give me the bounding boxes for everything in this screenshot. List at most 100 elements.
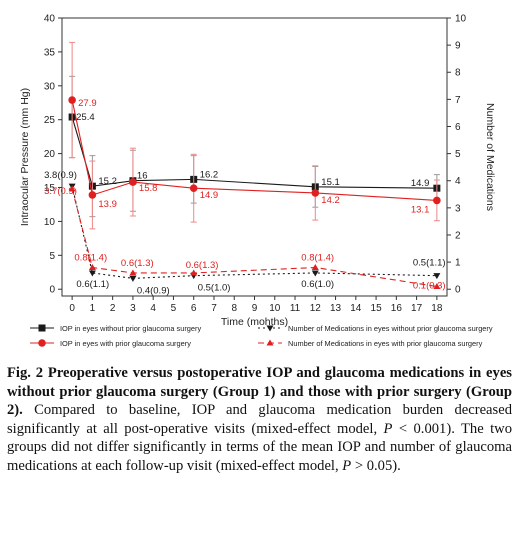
data-label: 14.2 <box>321 195 340 206</box>
y-left-tick-label: 30 <box>44 81 56 92</box>
x-tick-label: 15 <box>371 303 383 314</box>
chart: 0 1 2 3 4 5 6 7 8 9 10 11 12 13 14 15 16 17 18051015202530… <box>19 14 496 349</box>
data-point-triangle-up <box>433 283 441 290</box>
data-point-triangle-down <box>88 270 96 277</box>
data-point-triangle-up <box>266 339 274 346</box>
data-label: 15.2 <box>98 176 117 187</box>
x-tick-label: 3 <box>130 303 136 314</box>
data-label: 3.7(0.9) <box>44 186 77 197</box>
y-left-tick-label: 20 <box>44 149 56 160</box>
x-tick-label: 2 <box>110 303 116 314</box>
y-left-tick-label: 40 <box>44 14 56 25</box>
data-point-circle <box>68 96 76 104</box>
y-right-tick-label: 0 <box>455 285 461 296</box>
x-tick-label: 12 <box>310 303 322 314</box>
x-tick-label: 14 <box>350 303 362 314</box>
caption-text-1: Compared to baseline, IOP and glaucoma m… <box>7 402 512 437</box>
x-tick-label: 4 <box>150 303 156 314</box>
data-label: 14.9 <box>411 178 430 189</box>
data-label: 0.6(1.3) <box>186 260 219 271</box>
plot-frame <box>61 17 448 297</box>
data-label: 15.8 <box>139 183 158 194</box>
data-point-triangle-down <box>311 270 319 277</box>
data-label: 14.9 <box>200 190 219 201</box>
y-right-tick-label: 7 <box>455 95 461 106</box>
x-tick-label: 13 <box>330 303 342 314</box>
data-label: 15.1 <box>321 177 340 188</box>
data-point-triangle-down <box>129 275 137 282</box>
data-label: 0.6(1.3) <box>121 258 154 269</box>
x-tick-label: 6 <box>191 303 197 314</box>
data-point-triangle-up <box>129 269 137 276</box>
data-point-triangle-down <box>266 325 274 332</box>
x-axis-label: Time (mohths) <box>221 316 288 328</box>
data-label: 0.6(1.1) <box>76 279 109 290</box>
y-right-tick-label: 8 <box>455 68 461 79</box>
y-left-tick-label: 25 <box>44 115 56 126</box>
data-label: 0.8(1.4) <box>301 253 334 264</box>
x-tick-label: 18 <box>431 303 443 314</box>
data-point-square <box>38 324 46 332</box>
data-label: 16 <box>137 171 148 182</box>
y-left-tick-label: 10 <box>44 217 56 228</box>
caption-title: Fig. 2 Preoperative versus postoperative… <box>7 365 512 418</box>
figure-caption: Fig. 2 Preoperative versus postoperative… <box>7 364 512 475</box>
data-label: 0.8(1.4) <box>74 253 107 264</box>
y-right-tick-label: 5 <box>455 149 461 160</box>
x-tick-label: 11 <box>290 303 301 314</box>
caption-p-2: P <box>342 457 352 474</box>
data-point-circle <box>189 184 198 192</box>
caption-text-3: > 0.05). <box>351 457 401 474</box>
chart-marks: 25.4 15.2 16 16.2 15.1 14.9 27.9 13.9 15.8 14.9 14… <box>44 41 446 296</box>
series-line <box>71 186 437 279</box>
data-label: 0.5(1.1) <box>413 258 446 269</box>
series-line <box>71 188 437 288</box>
y-right-tick-label: 6 <box>455 122 461 133</box>
data-label: 13.1 <box>411 204 430 215</box>
x-tick-label: 8 <box>231 303 237 314</box>
data-label: 0.1(0.3) <box>413 281 446 292</box>
data-label: 3.8(0.9) <box>44 170 77 181</box>
x-tick-label: 7 <box>211 303 217 314</box>
x-tick-label: 9 <box>252 303 258 314</box>
legend-label: IOP in eyes without prior glaucoma surge… <box>60 324 201 333</box>
data-point-triangle-down <box>433 273 441 280</box>
data-point-circle <box>311 189 320 197</box>
y-right-tick-label: 9 <box>455 41 461 52</box>
caption-p-1: P <box>383 420 393 437</box>
y-left-tick-label: 0 <box>49 285 55 296</box>
series-line <box>71 99 437 201</box>
y-right-tick-label: 10 <box>455 14 467 25</box>
data-point-circle <box>38 339 46 347</box>
data-point-triangle-up <box>190 269 198 276</box>
legend: IOP in eyes without prior glaucoma surge… <box>30 324 493 348</box>
x-tick-label: 10 <box>269 303 281 314</box>
caption-text-2: < 0.001). The two groups did not differ … <box>7 420 512 474</box>
legend-label: IOP in eyes with prior glaucoma surgery <box>60 339 191 348</box>
y-left-tick-label: 5 <box>49 251 55 262</box>
y-right-tick-label: 2 <box>455 230 461 241</box>
legend-label: Number of Medications in eyes without pr… <box>288 324 493 333</box>
y-left-axis-label: Intraocular Pressure (mm Hg) <box>19 88 31 226</box>
y-right-tick-label: 4 <box>455 176 461 187</box>
legend-label: Number of Medications in eyes with prior… <box>288 339 483 348</box>
data-label: 27.9 <box>78 98 97 109</box>
data-point-circle <box>433 196 441 205</box>
data-point-circle <box>88 191 97 199</box>
y-left-tick-label: 35 <box>44 47 56 58</box>
data-label: 25.4 <box>76 112 95 123</box>
x-tick-label: 5 <box>171 303 177 314</box>
x-tick-label: 1 <box>90 303 96 314</box>
x-tick-label: 17 <box>411 303 423 314</box>
data-label: 16.2 <box>200 169 219 180</box>
y-right-axis-label: Number of Medications <box>484 103 496 211</box>
data-label: 0.6(1.0) <box>301 279 334 290</box>
data-label: 13.9 <box>98 199 117 210</box>
data-point-triangle-up <box>68 185 76 192</box>
data-point-circle <box>129 178 137 186</box>
y-right-tick-label: 1 <box>455 258 461 269</box>
data-point-triangle-up <box>88 264 96 271</box>
data-label: 0.5(1.0) <box>198 283 231 294</box>
x-tick-label: 16 <box>391 303 403 314</box>
y-right-tick-label: 3 <box>455 203 461 214</box>
